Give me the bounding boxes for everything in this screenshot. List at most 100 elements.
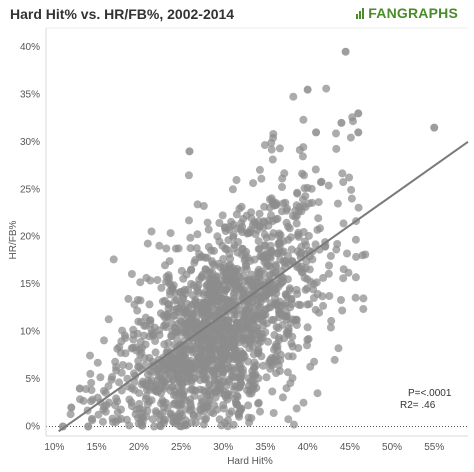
data-point <box>228 328 237 337</box>
data-point <box>317 177 326 186</box>
data-point <box>79 396 88 405</box>
data-point <box>244 254 252 263</box>
data-point <box>293 189 302 198</box>
data-point <box>127 270 136 278</box>
data-point <box>312 278 321 287</box>
data-point <box>207 257 216 266</box>
data-point <box>168 382 177 391</box>
data-point <box>351 273 360 282</box>
data-point <box>167 332 176 341</box>
data-point <box>298 152 307 161</box>
data-point <box>304 231 313 240</box>
data-point <box>67 403 76 412</box>
data-point <box>142 273 151 282</box>
data-point <box>199 202 208 210</box>
data-point <box>104 315 113 324</box>
data-point <box>343 249 351 258</box>
x-tick-label: 40% <box>298 442 318 453</box>
data-point <box>190 391 199 400</box>
data-point <box>187 265 196 274</box>
data-point <box>351 235 360 244</box>
data-point <box>260 269 269 278</box>
data-point <box>240 352 249 361</box>
data-point <box>220 223 229 232</box>
x-tick-label: 30% <box>213 442 233 453</box>
data-point <box>303 323 312 332</box>
data-point <box>177 266 186 275</box>
data-point <box>88 395 97 404</box>
data-point <box>223 390 232 399</box>
data-point <box>228 185 237 194</box>
data-point <box>288 332 297 341</box>
data-point <box>271 285 280 294</box>
data-point <box>218 211 227 220</box>
data-point <box>234 238 243 246</box>
y-tick-labels: 0% 5% 10% 15% 20% 25% 30% 35% 40% <box>20 42 40 433</box>
data-point <box>223 422 232 431</box>
data-point <box>125 362 133 371</box>
data-point <box>160 340 169 349</box>
data-point <box>270 331 279 339</box>
data-point <box>133 306 142 315</box>
data-point <box>267 145 276 154</box>
data-point <box>305 300 314 309</box>
data-point <box>193 283 202 292</box>
data-point <box>260 241 269 250</box>
data-point <box>268 387 277 396</box>
chart-title: Hard Hit% vs. HR/FB%, 2002-2014 <box>10 6 235 22</box>
data-point <box>200 375 209 384</box>
data-point <box>233 248 242 257</box>
data-point <box>278 183 286 191</box>
data-point <box>104 382 113 391</box>
data-point <box>292 404 301 413</box>
data-point <box>345 173 354 182</box>
data-point <box>107 375 116 384</box>
data-point <box>174 360 183 369</box>
data-point <box>305 265 314 274</box>
data-point <box>268 155 277 164</box>
data-point <box>222 245 231 254</box>
data-point <box>186 233 195 242</box>
data-point <box>289 92 298 101</box>
data-point <box>254 339 263 348</box>
data-point <box>337 118 346 127</box>
data-point <box>151 337 160 345</box>
data-point <box>198 305 207 314</box>
data-point <box>118 326 127 335</box>
data-point <box>186 244 195 253</box>
data-point <box>138 417 147 426</box>
data-point <box>209 409 218 418</box>
data-point <box>295 203 304 211</box>
data-point <box>283 368 292 377</box>
data-point <box>208 268 217 277</box>
data-point <box>294 300 303 309</box>
data-point <box>199 368 208 377</box>
data-point <box>86 351 94 360</box>
data-point <box>215 219 224 227</box>
data-point <box>211 330 220 339</box>
data-point <box>303 341 311 350</box>
data-point <box>174 244 183 253</box>
data-point <box>118 361 127 369</box>
y-tick-label: 25% <box>20 184 40 195</box>
data-point <box>316 224 324 233</box>
data-point <box>179 287 187 296</box>
data-point <box>325 292 334 300</box>
data-point <box>207 246 216 255</box>
data-point <box>262 373 271 382</box>
data-point <box>269 133 278 142</box>
data-point <box>191 418 200 427</box>
data-point <box>210 401 219 410</box>
data-point <box>141 394 150 403</box>
data-point <box>249 363 258 372</box>
data-point <box>166 229 175 238</box>
data-point <box>275 144 284 153</box>
data-point <box>201 387 209 396</box>
data-point <box>216 295 225 304</box>
data-point <box>235 412 244 421</box>
data-point <box>319 301 328 310</box>
data-point <box>279 273 287 282</box>
data-point <box>216 364 225 373</box>
